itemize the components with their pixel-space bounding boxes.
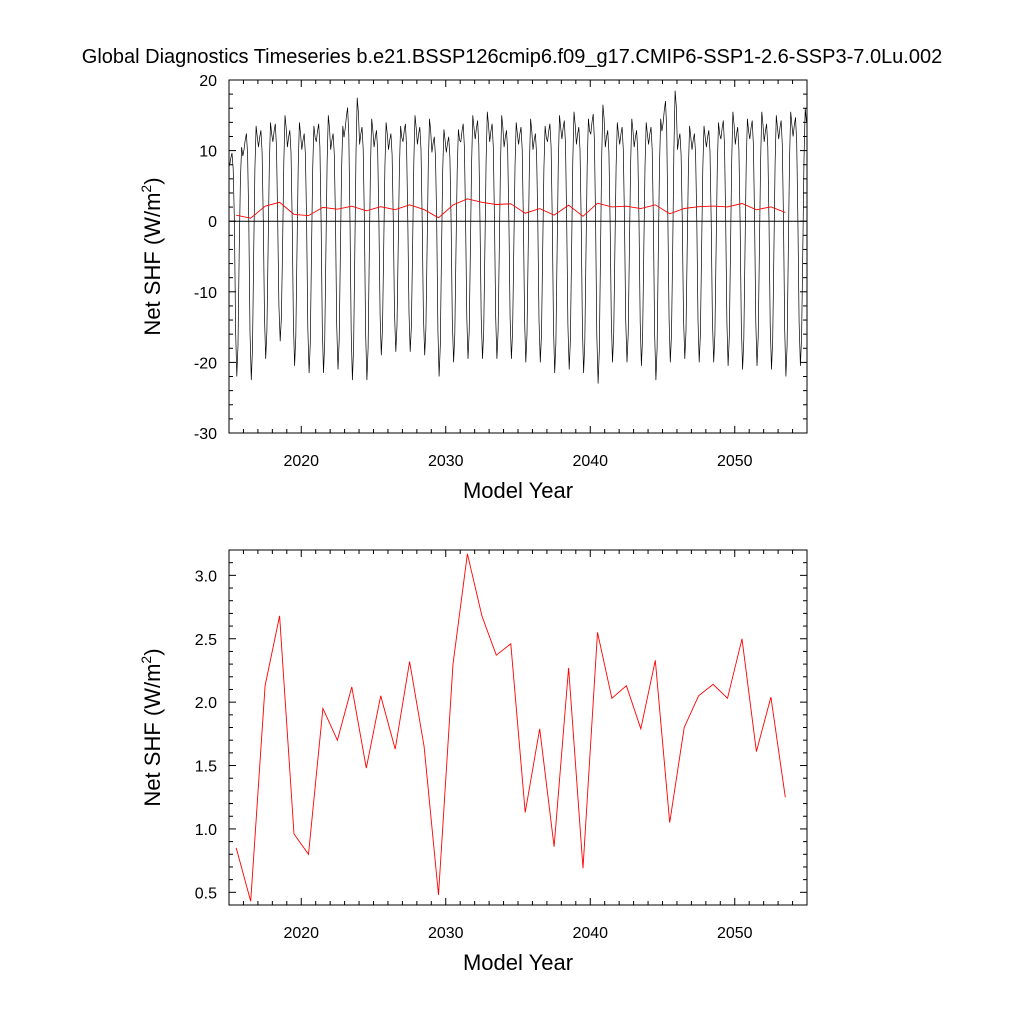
top-panel-tick-labels: 2020 2030 2040 2050 -30 -20 -10 0 10 20 [194, 73, 753, 470]
y-tick-label: 0 [208, 214, 217, 231]
y-tick-label: 10 [199, 144, 217, 161]
bottom-panel-lines [235, 553, 786, 902]
top-panel-frame [228, 79, 808, 434]
y-tick-label: -30 [194, 426, 217, 443]
monthly-timeseries-panel: 2020 2030 2040 2050 -30 -20 -10 0 10 20 Model Yea… [138, 73, 808, 503]
x-tick-label: 2050 [717, 925, 753, 942]
bottom-y-axis-label: Net SHF (W/m2) [138, 648, 165, 806]
x-tick-label: 2040 [572, 925, 608, 942]
y-tick-label: 2.5 [195, 632, 217, 649]
x-tick-label: 2030 [428, 453, 464, 470]
top-x-axis-label: Model Year [463, 478, 573, 503]
y-tick-label: -10 [194, 285, 217, 302]
x-tick-label: 2040 [572, 453, 608, 470]
top-panel-lines [229, 90, 807, 384]
top-y-axis-label: Net SHF (W/m2) [138, 177, 165, 335]
annual-mean-series-line [235, 553, 786, 902]
y-tick-label: 20 [199, 73, 217, 90]
annual-mean-panel: 2020 2030 2040 2050 0.5 1.0 1.5 2.0 2.5 3.0 Model… [138, 549, 808, 975]
bottom-panel-frame [228, 549, 808, 906]
x-tick-label: 2020 [283, 925, 319, 942]
top-panel-minor-ticks [228, 79, 808, 434]
x-tick-label: 2020 [283, 453, 319, 470]
y-tick-label: 2.0 [195, 695, 217, 712]
x-tick-label: 2030 [428, 925, 464, 942]
bottom-x-axis-label: Model Year [463, 950, 573, 975]
bottom-panel-tick-labels: 2020 2030 2040 2050 0.5 1.0 1.5 2.0 2.5 3.0 [195, 568, 753, 942]
y-tick-label: 1.5 [195, 759, 217, 776]
figure-title: Global Diagnostics Timeseries b.e21.BSSP… [82, 46, 942, 68]
y-tick-label: 0.5 [195, 885, 217, 902]
bottom-panel-minor-ticks [228, 549, 808, 906]
annual-mean-series-line [236, 198, 786, 219]
y-tick-label: -20 [194, 355, 217, 372]
y-tick-label: 1.0 [195, 822, 217, 839]
y-tick-label: 3.0 [195, 568, 217, 585]
monthly-series-line [229, 90, 807, 384]
x-tick-label: 2050 [717, 453, 753, 470]
